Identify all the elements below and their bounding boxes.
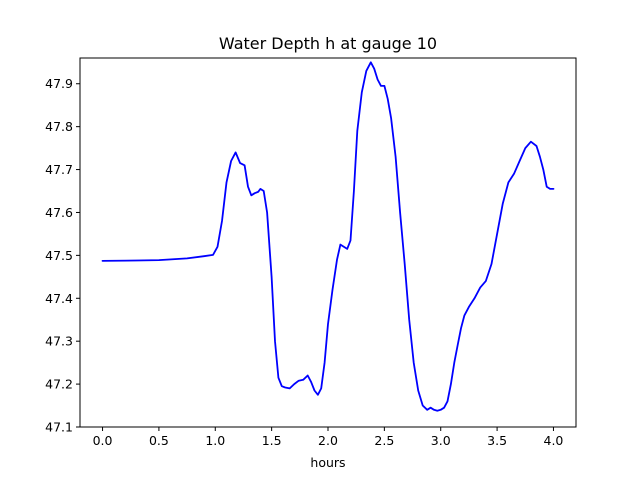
x-axis: 0.0 0.5 1.0 1.5 2.0 2.5 3.0 3.5 4.0 xyxy=(93,427,564,448)
x-tick-label: 3.5 xyxy=(487,433,507,448)
plot-frame xyxy=(79,57,577,428)
y-tick-label: 47.7 xyxy=(45,162,73,177)
y-tick-label: 47.1 xyxy=(45,420,73,435)
x-tick-label: 0.0 xyxy=(93,433,113,448)
x-tick-label: 1.5 xyxy=(262,433,282,448)
x-tick-label: 3.0 xyxy=(431,433,451,448)
series-line xyxy=(101,61,555,412)
y-tick-label: 47.5 xyxy=(45,248,73,263)
y-tick-label: 47.6 xyxy=(45,205,73,220)
y-tick-label: 47.3 xyxy=(45,334,73,349)
x-tick-label: 2.0 xyxy=(318,433,338,448)
x-tick-label: 1.0 xyxy=(205,433,225,448)
data-series xyxy=(101,61,555,412)
x-tick-label: 0.5 xyxy=(149,433,169,448)
x-tick-label: 2.5 xyxy=(374,433,394,448)
y-tick-label: 47.2 xyxy=(45,377,73,392)
x-axis-label: hours xyxy=(310,455,345,470)
chart-title: Water Depth h at gauge 10 xyxy=(219,34,437,53)
x-tick-label: 4.0 xyxy=(544,433,564,448)
y-tick-label: 47.4 xyxy=(45,291,73,306)
y-axis: 47.1 47.2 47.3 47.4 47.5 47.6 47.7 47.8 47.9 xyxy=(45,76,80,435)
y-tick-label: 47.8 xyxy=(45,119,73,134)
y-tick-label: 47.9 xyxy=(45,76,73,91)
